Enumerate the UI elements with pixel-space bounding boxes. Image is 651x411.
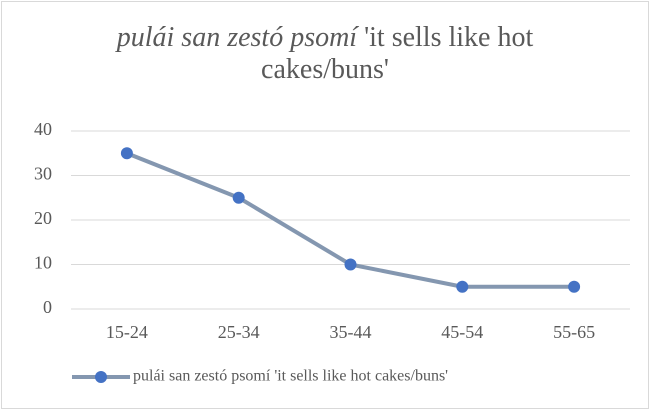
data-point <box>568 280 581 293</box>
chart-title: pulái san zestó psomí 'it sells like hot… <box>90 22 560 86</box>
x-tick-label: 25-34 <box>218 322 260 342</box>
data-point <box>456 280 469 293</box>
legend-marker <box>95 371 107 383</box>
x-tick-label: 55-65 <box>553 322 595 342</box>
x-tick-label: 35-44 <box>330 322 372 342</box>
legend-label: pulái san zestó psomí 'it sells like hot… <box>133 368 448 385</box>
x-tick-label: 45-54 <box>441 322 483 342</box>
x-tick-label: 15-24 <box>106 322 148 342</box>
title-plain: 'it sells like hot cakes/buns' <box>261 22 534 85</box>
title-italic: pulái san zestó psomí <box>116 22 358 53</box>
y-tick-label: 0 <box>43 297 52 317</box>
y-tick-label: 30 <box>34 164 52 184</box>
y-tick-label: 10 <box>34 253 52 273</box>
data-point <box>344 258 357 271</box>
y-tick-label: 40 <box>34 119 52 139</box>
data-point <box>120 147 133 160</box>
data-point <box>232 191 245 204</box>
y-tick-label: 20 <box>34 208 52 228</box>
